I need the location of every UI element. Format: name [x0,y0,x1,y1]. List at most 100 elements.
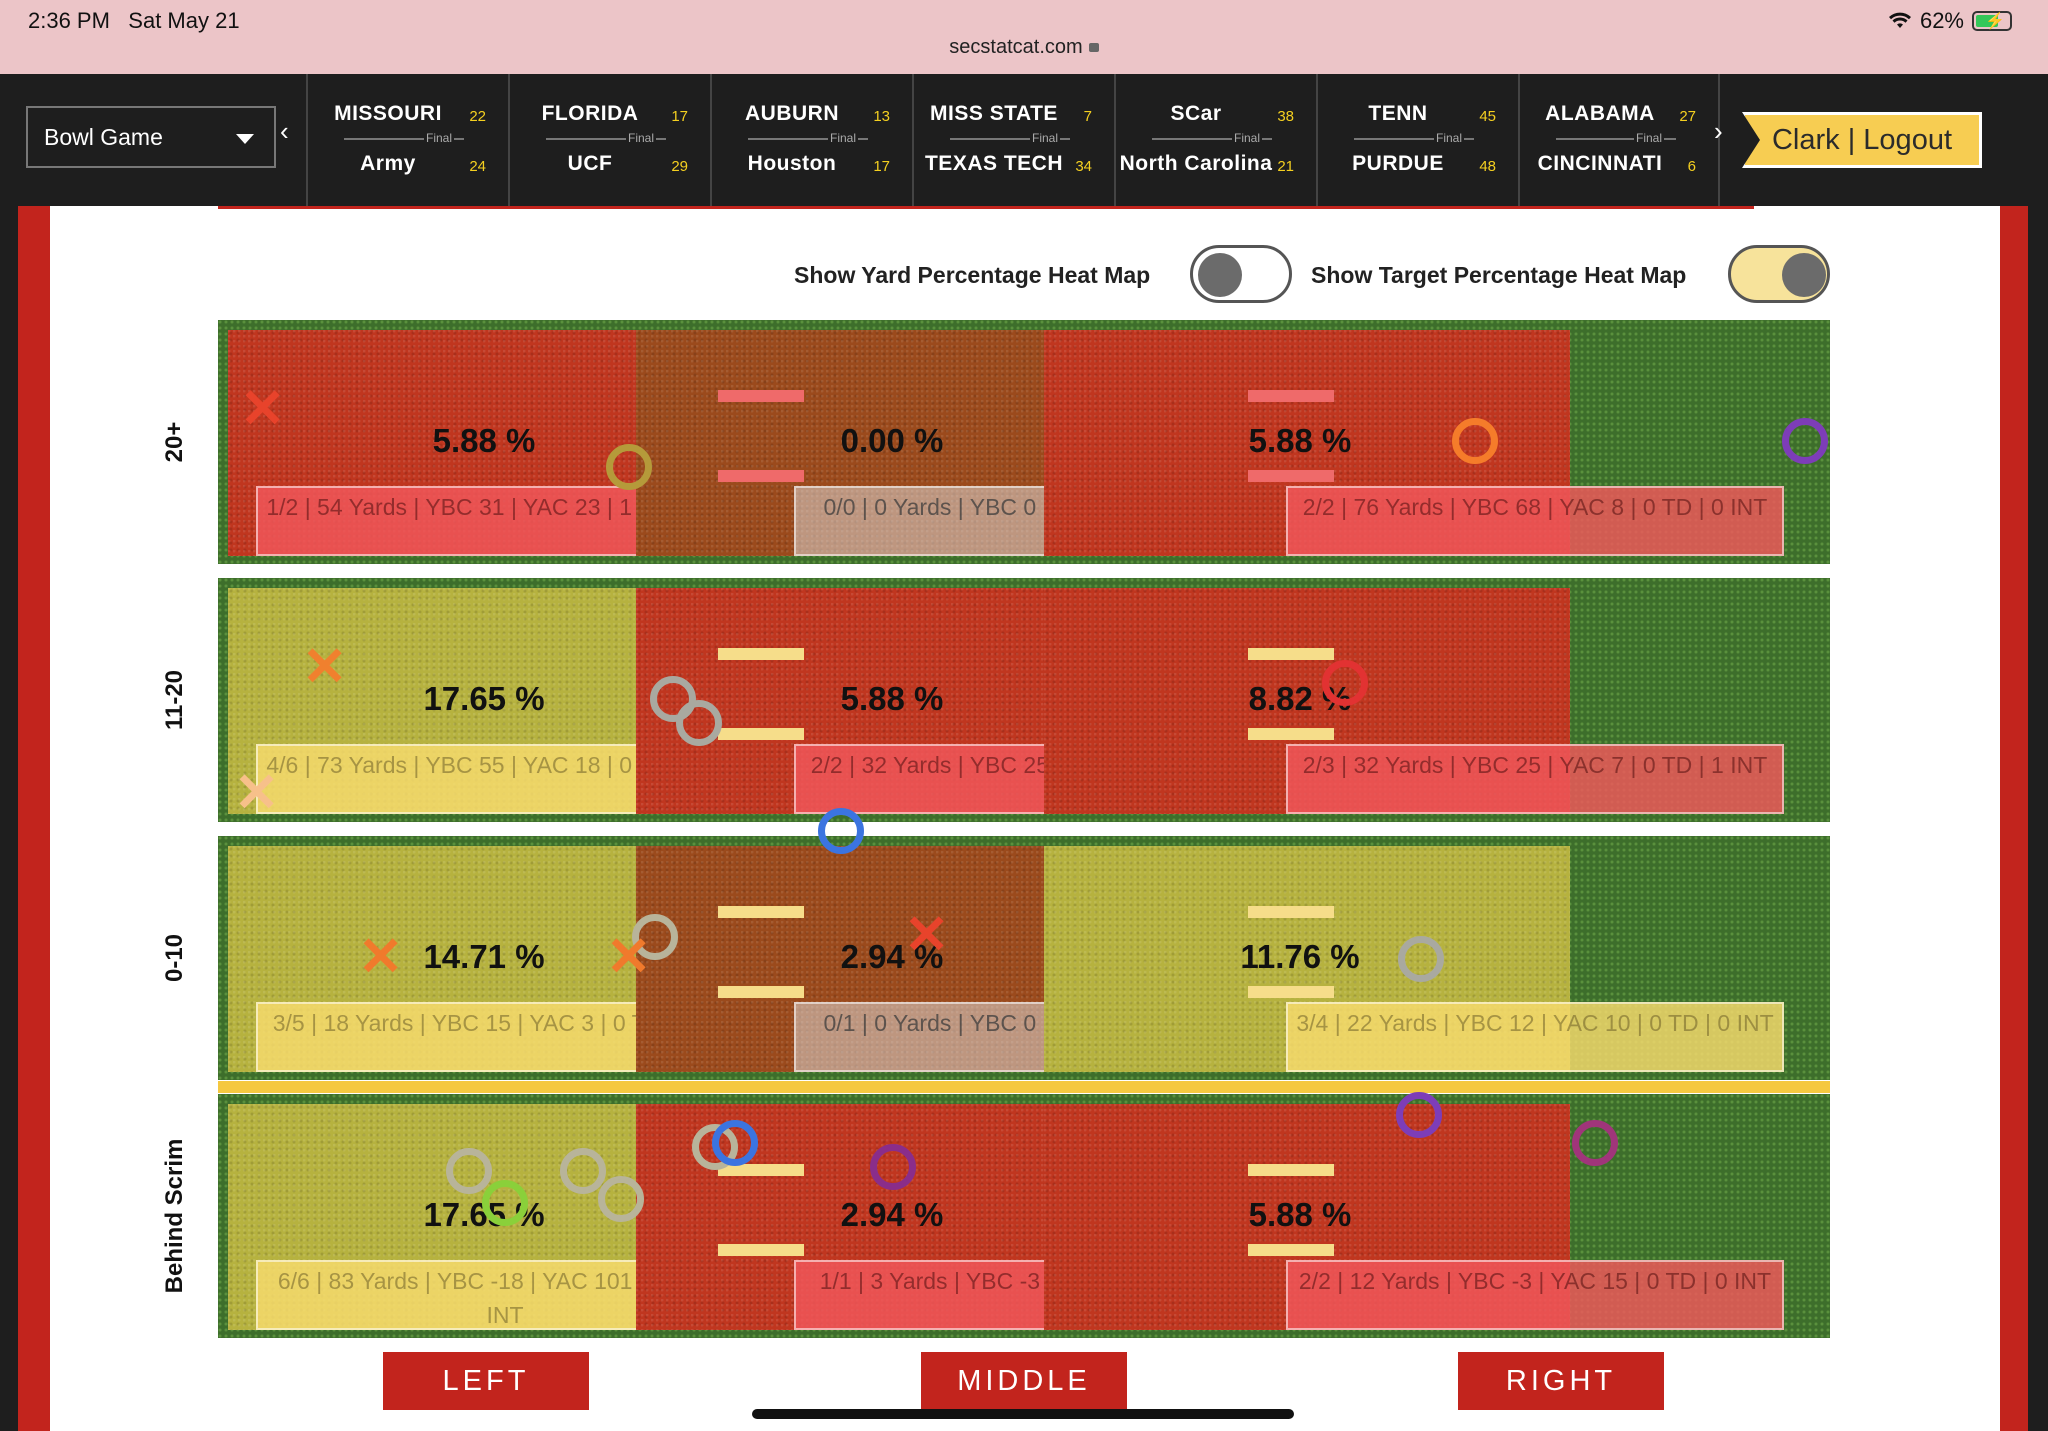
game-type-select[interactable]: Bowl Game [26,106,276,168]
target-percentage: 5.88 % [840,680,944,717]
hash-mark [1248,470,1334,482]
completion-marker[interactable] [1452,418,1498,464]
line-of-scrimmage [218,1081,1830,1093]
hash-mark [1248,390,1334,402]
game-score[interactable]: SCar 38 Final North Carolina 21 [1114,74,1316,206]
hash-mark [1248,1164,1334,1176]
row-label-text: Behind Scrim [161,1138,188,1294]
row-label: 11-20 [160,578,190,822]
toggle-knob [1782,253,1826,297]
score-home: 45 [1479,108,1496,125]
divider [1152,138,1272,140]
completion-marker[interactable] [1396,1092,1442,1138]
scroll-right-arrow[interactable]: › [1714,116,1723,146]
divider [950,138,1070,140]
incompletion-marker[interactable]: ✕ [302,637,348,697]
completion-marker[interactable] [676,700,722,746]
game-score[interactable]: AUBURN 13 Final Houston 17 [710,74,912,206]
target-percentage: 5.88 % [1248,422,1352,459]
header-divider [218,206,1754,209]
completion-marker[interactable] [446,1148,492,1194]
score-home: 17 [671,108,688,125]
completion-marker[interactable] [606,444,652,490]
completion-marker[interactable] [1322,660,1368,706]
lock-icon [1088,43,1099,52]
battery-icon: ⚡ [1972,11,2012,31]
divider [546,138,666,140]
team-away: PURDUE [1352,152,1444,175]
game-score[interactable]: MISSOURI 22 Final Army 24 [306,74,508,206]
hash-mark [718,648,804,660]
score-away: 17 [873,158,890,175]
hash-mark [718,1244,804,1256]
user-label: Clark | Logout [1771,124,1953,156]
zone-stats: 3/4 | 22 Yards | YBC 12 | YAC 10 | 0 TD … [1286,1002,1784,1072]
score-home: 7 [1083,108,1092,125]
address-bar[interactable]: secstatcat.com [0,36,2048,59]
incompletion-marker[interactable]: ✕ [358,927,404,987]
completion-marker[interactable] [598,1176,644,1222]
url-text: secstatcat.com [949,36,1083,58]
team-home: SCar [1170,102,1222,125]
target-percentage: 0.00 % [840,422,944,459]
target-percentage: 8.82 % [1248,680,1352,717]
hash-mark [1248,986,1334,998]
score-away: 29 [671,158,688,175]
incompletion-marker[interactable]: ✕ [234,763,280,823]
hash-mark [718,470,804,482]
completion-marker[interactable] [1572,1120,1618,1166]
team-away: CINCINNATI [1537,152,1663,175]
column-label-right: RIGHT [1458,1352,1664,1410]
zone-stats: 2/2 | 12 Yards | YBC -3 | YAC 15 | 0 TD … [1286,1260,1784,1330]
completion-marker[interactable] [560,1148,606,1194]
field-row: 17.65 % 4/6 | 73 Yards | YBC 55 | YAC 18 … [218,578,1830,822]
team-home: AUBURN [745,102,839,125]
row-label-text: 20+ [161,421,188,463]
target-heatmap-label: Show Target Percentage Heat Map [1311,262,1687,288]
battery-percent: 62% [1919,8,1964,33]
yard-heatmap-toggle[interactable] [1190,245,1292,303]
divider [1354,138,1474,140]
incompletion-marker[interactable]: ✕ [904,905,950,965]
target-heatmap-toggle[interactable] [1728,245,1830,303]
zone-stats: 2/3 | 32 Yards | YBC 25 | YAC 7 | 0 TD |… [1286,744,1784,814]
game-status: Final [827,131,858,145]
completion-marker[interactable] [818,808,864,854]
team-away: TEXAS TECH [924,152,1063,175]
game-score[interactable]: MISS STATE 7 Final TEXAS TECH 34 [912,74,1114,206]
row-label-text: 0-10 [161,933,188,983]
completion-marker[interactable] [650,676,696,722]
completion-marker[interactable] [1782,418,1828,464]
score-away: 24 [469,158,486,175]
status-right: 62% ⚡ [1888,8,2012,34]
game-score[interactable]: TENN 45 Final PURDUE 48 [1316,74,1518,206]
yard-heatmap-label: Show Yard Percentage Heat Map [794,262,1151,288]
target-percentage: 14.71 % [423,938,545,975]
completion-marker[interactable] [870,1144,916,1190]
incompletion-marker[interactable]: ✕ [606,927,652,987]
target-percentage: 5.88 % [432,422,536,459]
hash-mark [718,728,804,740]
team-away: Houston [747,152,837,175]
toggle-knob [1198,253,1242,297]
top-nav: Bowl Game ‹ MISSOURI 22 Final Army 24 FLORIDA… [0,74,2048,206]
score-away: 48 [1479,158,1496,175]
team-home: MISS STATE [930,102,1058,125]
completion-marker[interactable] [712,1120,758,1166]
scroll-left-arrow[interactable]: ‹ [280,116,289,146]
row-label: 20+ [160,320,190,564]
completion-marker[interactable] [482,1180,528,1226]
hash-mark [718,1164,804,1176]
frame-left [18,206,50,1431]
hash-mark [1248,1244,1334,1256]
incompletion-marker[interactable]: ✕ [240,379,286,439]
hash-mark [718,986,804,998]
completion-marker[interactable] [1398,936,1444,982]
status-time: 2:36 PM Sat May 21 [28,8,240,33]
game-score[interactable]: FLORIDA 17 Final UCF 29 [508,74,710,206]
game-status: Final [1231,131,1262,145]
logout-button[interactable]: Clark | Logout [1742,112,1982,168]
column-label-left: LEFT [383,1352,589,1410]
game-score[interactable]: ALABAMA 27 Final CINCINNATI 6 [1518,74,1720,206]
completion-marker[interactable] [632,914,678,960]
